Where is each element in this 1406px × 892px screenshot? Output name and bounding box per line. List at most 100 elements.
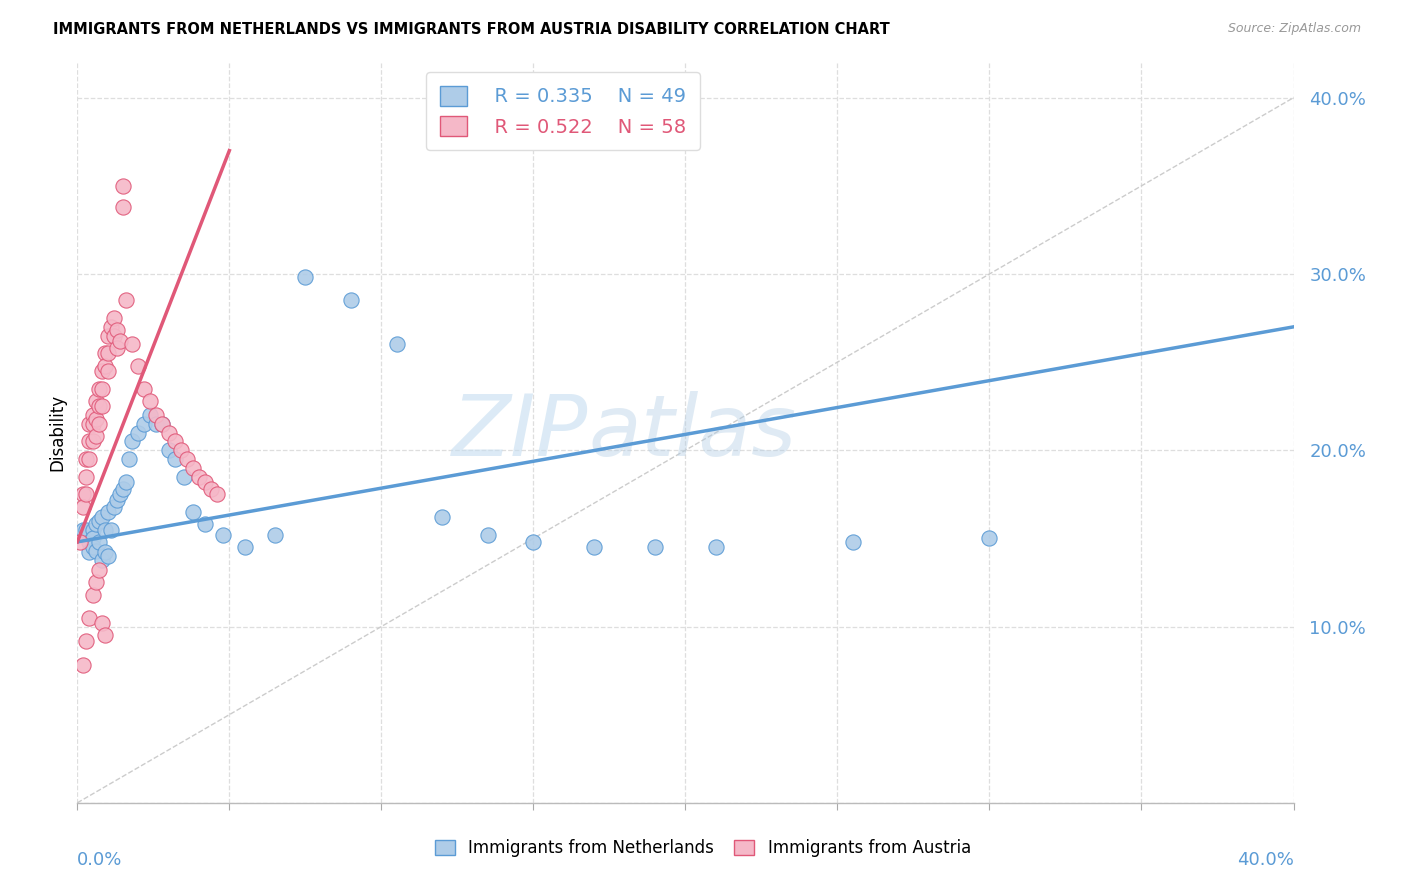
Point <box>111 482 134 496</box>
Point <box>75 633 97 648</box>
Point <box>979 532 1001 546</box>
Point <box>93 523 115 537</box>
Point <box>134 382 156 396</box>
Point <box>176 452 198 467</box>
Point <box>127 359 149 373</box>
Point <box>841 535 863 549</box>
Point <box>134 417 156 431</box>
Point <box>69 535 91 549</box>
Point <box>181 461 204 475</box>
Point <box>82 532 104 546</box>
Point <box>127 425 149 440</box>
Point <box>188 469 211 483</box>
Point <box>82 417 104 431</box>
Point <box>430 510 453 524</box>
Point <box>152 417 174 431</box>
Point <box>105 341 128 355</box>
Text: Source: ZipAtlas.com: Source: ZipAtlas.com <box>1227 22 1361 36</box>
Point <box>139 393 162 408</box>
Point <box>87 514 110 528</box>
Point <box>121 337 143 351</box>
Point <box>583 540 606 554</box>
Point <box>103 500 125 514</box>
Point <box>100 319 122 334</box>
Point <box>139 408 162 422</box>
Point <box>145 408 167 422</box>
Point <box>72 487 94 501</box>
Point <box>82 434 104 449</box>
Point <box>111 178 134 193</box>
Point <box>97 346 120 360</box>
Point <box>82 540 104 554</box>
Point <box>93 359 115 373</box>
Point <box>97 505 120 519</box>
Point <box>704 540 727 554</box>
Point <box>163 452 186 467</box>
Point <box>152 417 174 431</box>
Text: IMMIGRANTS FROM NETHERLANDS VS IMMIGRANTS FROM AUSTRIA DISABILITY CORRELATION CH: IMMIGRANTS FROM NETHERLANDS VS IMMIGRANT… <box>53 22 890 37</box>
Point <box>79 417 101 431</box>
Point <box>264 528 287 542</box>
Point <box>205 487 228 501</box>
Point <box>385 337 408 351</box>
Point <box>75 452 97 467</box>
Point <box>75 487 97 501</box>
Point <box>121 434 143 449</box>
Point <box>97 549 120 563</box>
Point <box>90 552 112 566</box>
Point <box>173 469 195 483</box>
Point <box>294 270 316 285</box>
Point <box>87 399 110 413</box>
Point <box>87 535 110 549</box>
Point <box>84 543 107 558</box>
Point <box>82 588 104 602</box>
Point <box>115 293 138 308</box>
Point <box>233 540 256 554</box>
Point <box>75 469 97 483</box>
Point <box>84 411 107 425</box>
Point <box>87 382 110 396</box>
Point <box>90 364 112 378</box>
Text: ZIP: ZIP <box>451 391 588 475</box>
Point <box>111 200 134 214</box>
Point <box>93 628 115 642</box>
Point <box>108 334 131 348</box>
Point <box>87 417 110 431</box>
Point <box>97 364 120 378</box>
Text: 0.0%: 0.0% <box>77 851 122 869</box>
Point <box>72 523 94 537</box>
Point <box>87 563 110 577</box>
Point <box>212 528 235 542</box>
Point <box>90 615 112 630</box>
Point <box>90 399 112 413</box>
Point <box>93 545 115 559</box>
Point <box>477 528 499 542</box>
Point <box>118 452 141 467</box>
Legend: Immigrants from Netherlands, Immigrants from Austria: Immigrants from Netherlands, Immigrants … <box>427 831 979 866</box>
Point <box>145 417 167 431</box>
Point <box>340 293 363 308</box>
Point <box>115 475 138 489</box>
Point <box>522 535 544 549</box>
Point <box>157 425 180 440</box>
Point <box>108 487 131 501</box>
Point <box>84 393 107 408</box>
Point <box>105 323 128 337</box>
Text: atlas: atlas <box>588 391 796 475</box>
Point <box>79 545 101 559</box>
Point <box>84 517 107 532</box>
Point <box>79 434 101 449</box>
Y-axis label: Disability: Disability <box>48 394 66 471</box>
Point <box>103 328 125 343</box>
Point <box>194 475 217 489</box>
Point <box>79 452 101 467</box>
Point <box>84 429 107 443</box>
Point <box>75 523 97 537</box>
Text: 40.0%: 40.0% <box>1237 851 1294 869</box>
Point <box>90 510 112 524</box>
Point <box>79 610 101 624</box>
Point <box>194 517 217 532</box>
Point <box>157 443 180 458</box>
Point <box>79 535 101 549</box>
Point <box>103 311 125 326</box>
